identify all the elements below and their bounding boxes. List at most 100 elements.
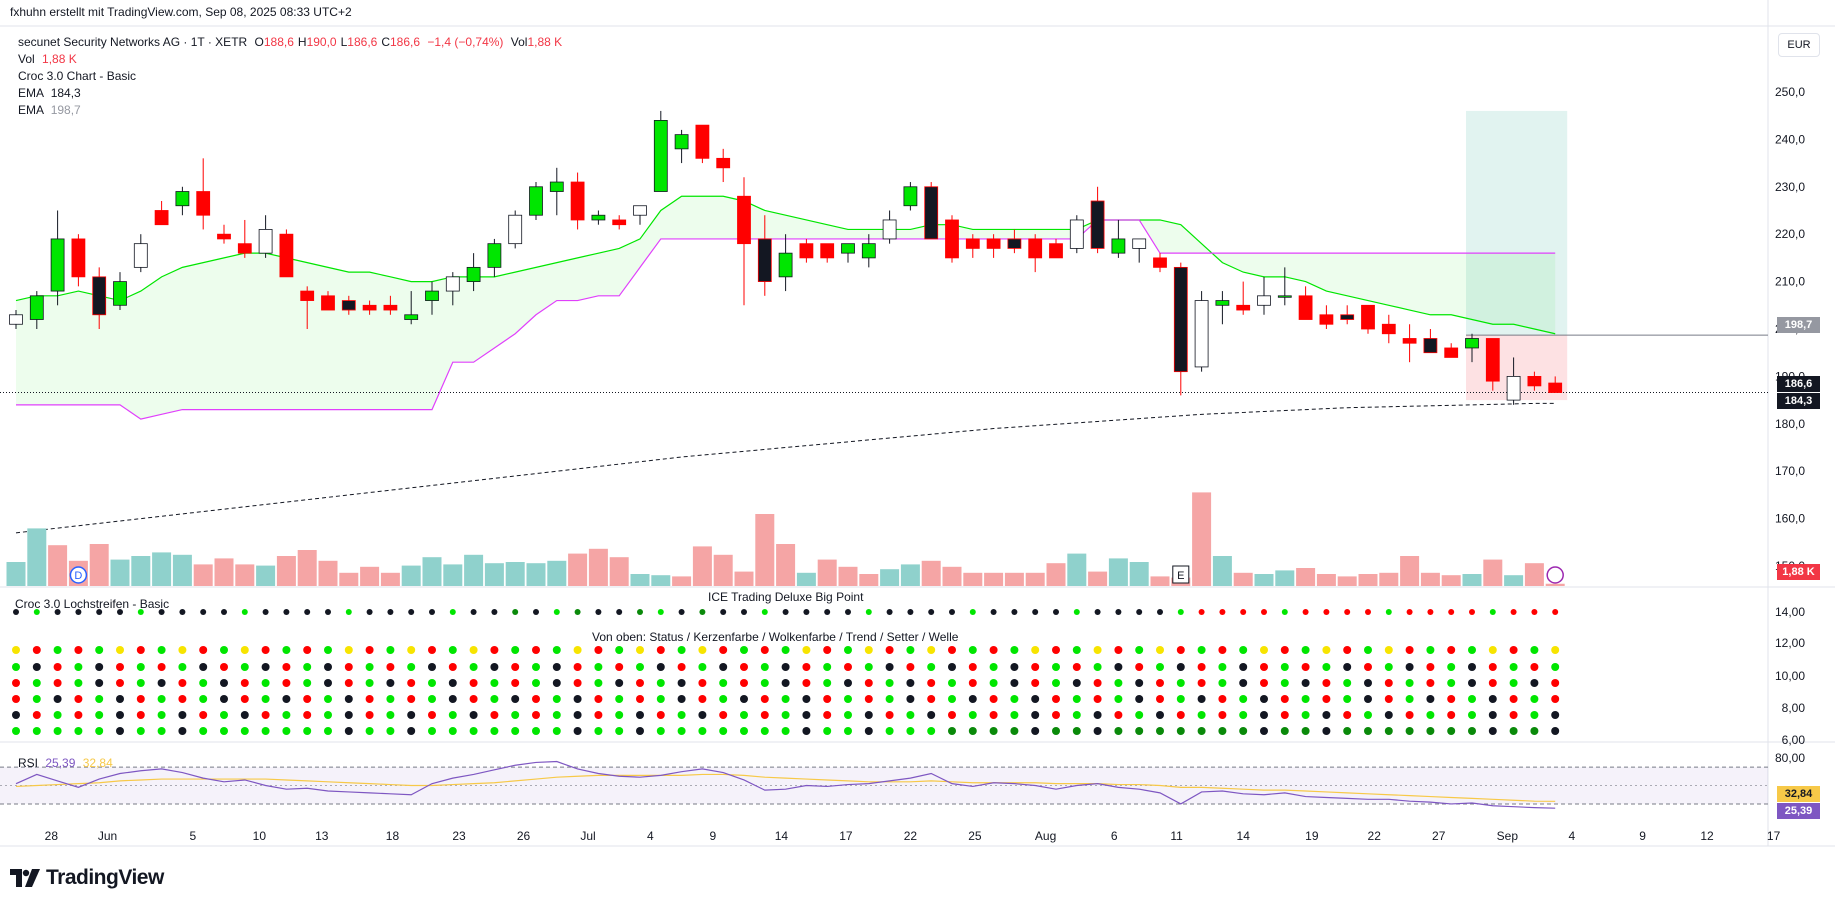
- candle-body: [529, 186, 543, 216]
- candle: [1361, 304, 1375, 334]
- candle-body: [549, 181, 564, 192]
- price-axis-tick: 210,0: [1775, 275, 1805, 289]
- status-dot: [1551, 679, 1560, 687]
- candle: [1090, 186, 1105, 254]
- status-dot: [511, 679, 520, 687]
- time-axis-tick: 6: [1111, 829, 1118, 843]
- status-dot: [240, 663, 249, 671]
- status-dot: [448, 679, 457, 687]
- status-dot: [428, 663, 436, 671]
- status-dot: [1384, 663, 1393, 671]
- candle: [716, 148, 731, 183]
- volume-bar: [588, 548, 608, 586]
- candle-body: [1465, 338, 1479, 349]
- status-dot: [199, 727, 208, 735]
- candle-body: [1215, 300, 1230, 306]
- symbol-title: secunet Security Networks AG · 1T · XETR: [18, 35, 248, 49]
- status-dot: [1010, 727, 1019, 735]
- status-dot: [1509, 711, 1518, 719]
- status-dot: [656, 711, 665, 719]
- ema1-label: EMA: [18, 86, 44, 100]
- lochstreifen-dot: [1406, 609, 1413, 615]
- candle-body: [1402, 338, 1417, 344]
- status-dot: [740, 679, 748, 687]
- status-dot: [968, 711, 977, 719]
- status-dot: [428, 646, 436, 654]
- status-dot: [386, 711, 395, 719]
- rsi-label: RSI: [18, 756, 39, 770]
- candle-body: [9, 314, 23, 325]
- candle-body: [341, 300, 356, 311]
- status-dot: [1447, 646, 1456, 654]
- status-dot: [261, 679, 270, 687]
- status-dot: [1135, 646, 1144, 654]
- status-dot: [324, 711, 332, 719]
- status-dot: [407, 711, 416, 719]
- status-dot: [407, 679, 416, 687]
- status-dot: [116, 663, 124, 671]
- candle-body: [1485, 338, 1500, 382]
- candle: [1465, 333, 1479, 363]
- status-dot: [781, 727, 790, 735]
- candle: [799, 238, 814, 263]
- lochstreifen-dot: [1323, 609, 1330, 615]
- tradingview-logo[interactable]: TradingView: [10, 866, 164, 890]
- volume-bar: [152, 552, 172, 586]
- earnings-marker-box: [1172, 565, 1190, 584]
- status-dot: [74, 695, 83, 703]
- volume-bar: [1192, 492, 1212, 586]
- status-dot: [1530, 711, 1539, 719]
- earnings-marker-label: E: [1177, 570, 1184, 582]
- status-dot: [53, 646, 62, 654]
- status-dot: [116, 679, 124, 687]
- status-dot: [885, 646, 894, 654]
- status-dot: [303, 663, 312, 671]
- status-dot: [282, 695, 291, 703]
- dividend-marker-label: D: [74, 570, 82, 582]
- currency-button[interactable]: EUR: [1778, 33, 1820, 57]
- status-dot: [823, 646, 832, 654]
- status-dot: [802, 646, 811, 654]
- status-dot: [386, 679, 395, 687]
- lochstreifen-dot: [865, 609, 872, 615]
- volume-bar: [1462, 574, 1482, 586]
- time-axis-tick: Aug: [1035, 829, 1056, 843]
- price-axis-tick: 170,0: [1775, 464, 1805, 478]
- status-dot: [1114, 727, 1123, 735]
- status-dot: [1197, 663, 1206, 671]
- lochstreifen-dot: [1198, 609, 1205, 615]
- time-axis-tick: 22: [904, 829, 918, 843]
- status-dot: [303, 695, 312, 703]
- status-dot: [12, 679, 20, 687]
- status-dot: [344, 711, 353, 719]
- status-dot: [1343, 727, 1352, 735]
- status-dot: [927, 695, 936, 703]
- status-dot: [32, 695, 41, 703]
- candle: [487, 238, 502, 277]
- candle: [820, 243, 835, 263]
- status-dot: [157, 663, 166, 671]
- candle: [1173, 262, 1188, 396]
- lochstreifen-dot: [1157, 609, 1163, 615]
- lochstreifen-dot: [1115, 609, 1122, 615]
- status-dot: [1010, 711, 1019, 719]
- status-dot: [677, 663, 686, 671]
- status-dot: [1093, 695, 1102, 703]
- lochstreifen-dot: [1219, 609, 1226, 615]
- status-dot: [1468, 727, 1476, 735]
- status-dot: [32, 679, 41, 687]
- status-dot: [157, 646, 166, 654]
- status-dot: [303, 727, 312, 735]
- status-dot: [760, 727, 769, 735]
- status-dot: [719, 695, 728, 703]
- lochstreifen-dot: [1365, 609, 1371, 615]
- status-dot: [1426, 727, 1435, 735]
- chart-canvas[interactable]: DE250,0240,0230,0220,0210,0200,0190,0180…: [0, 0, 1835, 860]
- lochstreifen-dot: [325, 609, 331, 615]
- status-dot: [948, 727, 956, 735]
- status-dot: [844, 711, 852, 719]
- status-axis-tick: 8,00: [1782, 701, 1806, 715]
- time-axis-tick: 17: [839, 829, 853, 843]
- status-dot: [552, 695, 561, 703]
- status-dot: [1135, 679, 1144, 687]
